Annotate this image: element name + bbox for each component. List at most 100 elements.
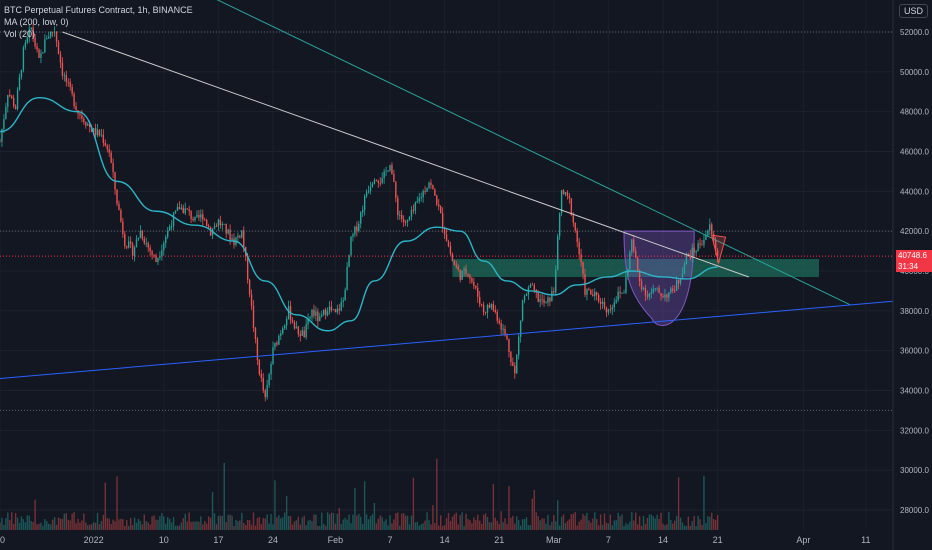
volume-bar <box>129 518 132 530</box>
volume-bar <box>432 505 434 530</box>
candle-body <box>124 234 126 247</box>
candle-body <box>648 293 651 297</box>
currency-badge[interactable]: USD <box>898 4 928 18</box>
candle-body <box>149 247 151 252</box>
candle-body <box>188 209 190 212</box>
candle-body <box>57 41 60 55</box>
volume-bar <box>245 525 247 530</box>
mid-trendline <box>62 31 749 278</box>
cup-pattern <box>623 230 695 326</box>
volume-bar <box>141 524 144 530</box>
candle-body <box>418 198 420 202</box>
volume-bar <box>424 520 426 530</box>
volume-bar <box>1 517 3 530</box>
volume-bar <box>315 514 317 530</box>
candle-body <box>22 47 25 70</box>
candle-body <box>209 227 212 236</box>
candle-body <box>430 182 432 185</box>
candle-body <box>141 230 144 239</box>
symbol-title[interactable]: BTC Perpetual Futures Contract, 1h, BINA… <box>4 5 193 15</box>
candle-body <box>668 292 670 298</box>
volume-bar <box>635 512 637 530</box>
volume-bar <box>301 517 303 530</box>
volume-bar <box>112 519 114 530</box>
volume-bar <box>168 518 171 530</box>
candle-body <box>599 301 602 304</box>
volume-bar <box>592 518 594 530</box>
ma-indicator-label[interactable]: MA (200, low, 0) <box>4 17 69 27</box>
volume-bar <box>687 516 690 530</box>
candle-body <box>379 182 381 184</box>
candle-body <box>691 247 693 259</box>
volume-bar <box>514 523 516 530</box>
volume-bar <box>477 514 479 530</box>
x-tick-label: 24 <box>268 535 278 545</box>
volume-bar <box>674 520 676 530</box>
volume-bar <box>451 516 454 530</box>
candle-body <box>87 124 89 126</box>
volume-bar <box>549 525 551 530</box>
candle-body <box>629 252 631 269</box>
volume-bar <box>174 525 177 530</box>
candle-body <box>453 261 456 266</box>
candle-body <box>549 297 551 302</box>
volume-bar <box>157 519 159 530</box>
price-axis[interactable]: 28000.0 30000.0 32000.0 34000.0 36000.0 38000… <box>892 0 929 550</box>
volume-bar <box>73 512 75 530</box>
volume-bar <box>551 521 553 530</box>
volume-bar <box>580 519 582 530</box>
candle-body <box>523 296 526 301</box>
volume-bar <box>291 524 294 530</box>
volume-bar <box>697 515 699 530</box>
volume-bar <box>5 518 7 530</box>
volume-bar <box>307 520 309 530</box>
volume-bar <box>531 498 534 530</box>
volume-bar <box>190 521 192 530</box>
candle-body <box>28 29 30 38</box>
x-tick-label: 10 <box>159 535 169 545</box>
candle-body <box>276 342 278 345</box>
candle-body <box>533 285 535 290</box>
volume-bar <box>260 524 262 530</box>
candle-body <box>625 276 627 293</box>
candle-body <box>656 287 658 289</box>
candle-body <box>613 302 615 308</box>
volume-bar <box>644 523 647 530</box>
volume-indicator-label[interactable]: Vol (20) <box>4 29 36 39</box>
candle-body <box>342 300 344 302</box>
candle-body <box>683 263 686 274</box>
candle-body <box>284 325 286 329</box>
volume-bar <box>434 523 436 530</box>
volume-bar <box>385 519 387 530</box>
candle-body <box>174 210 177 214</box>
candle-body <box>601 301 604 304</box>
candle-body <box>580 254 582 263</box>
volume-bar <box>521 519 524 530</box>
candle-body <box>383 171 385 179</box>
y-tick-label: 30000.0 <box>900 466 929 475</box>
candle-body <box>159 255 161 258</box>
bar-countdown: 31:34 <box>898 262 919 272</box>
volume-bar <box>467 518 469 530</box>
candle-body <box>301 330 303 336</box>
candle-body <box>399 214 401 216</box>
candle-body <box>480 304 483 306</box>
candle-body <box>71 87 73 94</box>
candle-body <box>373 180 376 184</box>
candle-body <box>55 31 58 42</box>
volume-bar <box>75 523 77 530</box>
candle-body <box>514 365 516 374</box>
candle-body <box>126 246 128 248</box>
volume-bar <box>96 512 99 530</box>
volume-bar <box>492 483 495 530</box>
time-axis[interactable]: 20 2022 10 17 24 Feb 7 14 21 Mar 7 14 21 Apr 11 <box>0 535 870 545</box>
candle-body <box>73 93 75 107</box>
candle-body <box>642 287 645 290</box>
volume-bar <box>202 524 204 530</box>
volume-bar <box>344 517 346 530</box>
candle-body <box>92 128 95 132</box>
candle-body <box>227 229 229 234</box>
volume-bar <box>406 515 409 530</box>
candle-body <box>699 243 701 245</box>
